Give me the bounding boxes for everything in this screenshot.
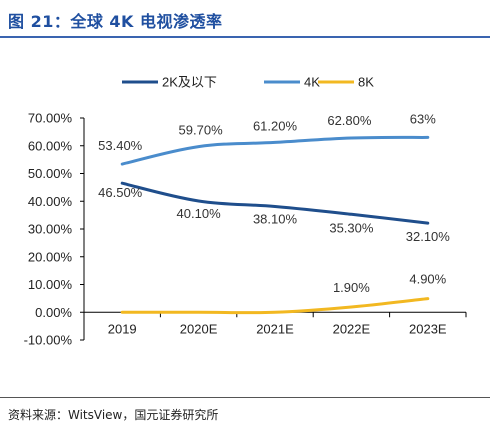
- legend-label: 2K及以下: [162, 75, 217, 90]
- data-label: 1.90%: [333, 280, 370, 295]
- data-label: 32.10%: [406, 229, 451, 244]
- data-label: 38.10%: [253, 212, 298, 227]
- y-axis: -10.00% 0.00% 10.00% 20.00% 30.00% 40.00% 50.0…: [24, 111, 85, 348]
- title-divider: [0, 36, 490, 38]
- data-label: 62.80%: [327, 113, 372, 128]
- data-label: 4.90%: [409, 272, 446, 287]
- data-label: 53.40%: [98, 138, 143, 153]
- data-labels: 46.50% 40.10% 38.10% 35.30% 32.10% 53.40% 59.7…: [98, 111, 450, 295]
- x-tick-label: 2022E: [333, 321, 371, 336]
- y-tick-label: 40.00%: [28, 194, 73, 209]
- source-note: 资料来源：WitsView，国元证券研究所: [8, 408, 219, 422]
- series-line-2: [120, 297, 430, 315]
- series-line-1: [120, 135, 430, 166]
- y-tick-label: -10.00%: [24, 333, 73, 348]
- x-tick-label: 2020E: [180, 321, 218, 336]
- y-tick-label: 20.00%: [28, 249, 73, 264]
- data-label: 61.20%: [253, 118, 298, 133]
- x-tick-label: 2023E: [409, 321, 447, 336]
- data-label: 35.30%: [329, 220, 374, 235]
- legend-label: 4K: [304, 75, 320, 90]
- y-tick-label: 30.00%: [28, 222, 73, 237]
- y-tick-label: 70.00%: [28, 111, 73, 126]
- legend-label: 8K: [358, 75, 374, 90]
- y-tick-label: 60.00%: [28, 138, 73, 153]
- x-tick-label: 2021E: [256, 321, 294, 336]
- series-line-0: [120, 181, 430, 225]
- chart-legend: 2K及以下 4K 8K: [122, 75, 374, 90]
- figure-title: 图 21：全球 4K 电视渗透率: [8, 12, 223, 31]
- x-tick-label: 2019: [108, 321, 137, 336]
- y-tick-label: 10.00%: [28, 277, 73, 292]
- y-tick-label: 0.00%: [35, 305, 72, 320]
- x-axis: 2019 2020E 2021E 2022E 2023E: [83, 311, 467, 336]
- source-divider: [0, 397, 490, 398]
- data-label: 40.10%: [177, 206, 222, 221]
- line-chart: 2K及以下 4K 8K -10.00% 0.00% 10.00% 20.00% 30.00%…: [24, 75, 467, 348]
- data-label: 46.50%: [98, 185, 143, 200]
- data-label: 63%: [410, 111, 436, 126]
- series-lines: [120, 135, 430, 315]
- y-tick-label: 50.00%: [28, 166, 73, 181]
- data-label: 59.70%: [179, 123, 224, 138]
